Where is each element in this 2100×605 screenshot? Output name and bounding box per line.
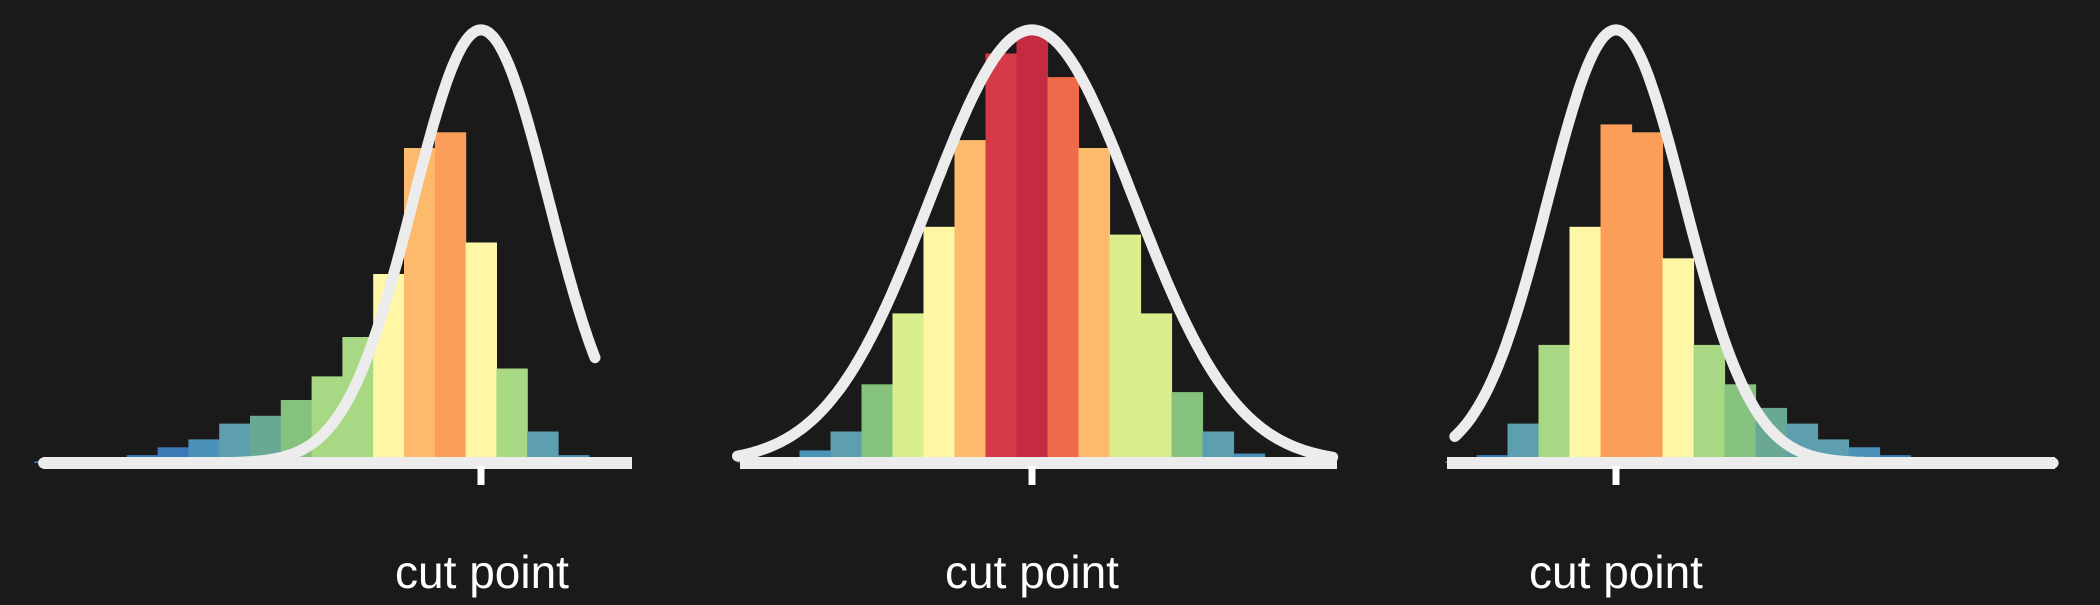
histogram-bar — [434, 132, 467, 464]
histogram-bar — [496, 368, 528, 463]
histogram-bar — [892, 313, 925, 463]
normal-curve — [38, 24, 601, 469]
cut-point-label-middle: cut point — [945, 546, 1119, 598]
histogram-bar — [1600, 124, 1633, 464]
histogram-bar — [465, 242, 497, 463]
histogram-bar — [923, 226, 956, 464]
histogram-bar — [1693, 344, 1726, 463]
histogram-bar — [1631, 132, 1664, 464]
histogram-bar — [1140, 313, 1173, 463]
histogram-bar — [954, 140, 987, 463]
distribution-panel-1 — [732, 24, 1339, 485]
normal-curve — [732, 24, 1339, 463]
histogram-bar — [1538, 344, 1571, 463]
histogram-bar — [1569, 226, 1602, 464]
histogram-bar — [861, 384, 894, 464]
histogram-bar — [985, 53, 1018, 463]
cut-point-label-right: cut point — [1529, 546, 1703, 598]
normal-curve — [1449, 24, 2059, 469]
histogram-bar — [1016, 29, 1049, 464]
histogram-bar — [1047, 77, 1080, 463]
histogram-bar — [1507, 423, 1540, 463]
distribution-panel-0 — [34, 24, 632, 485]
histogram-bar — [1109, 234, 1142, 463]
distribution-panel-2 — [1445, 24, 2059, 485]
cut-point-label-left: cut point — [395, 546, 569, 598]
histogram-bar — [219, 423, 251, 463]
histogram-bar — [1171, 392, 1204, 463]
histogram-bar — [1078, 148, 1111, 463]
histogram-bar — [1662, 258, 1695, 464]
